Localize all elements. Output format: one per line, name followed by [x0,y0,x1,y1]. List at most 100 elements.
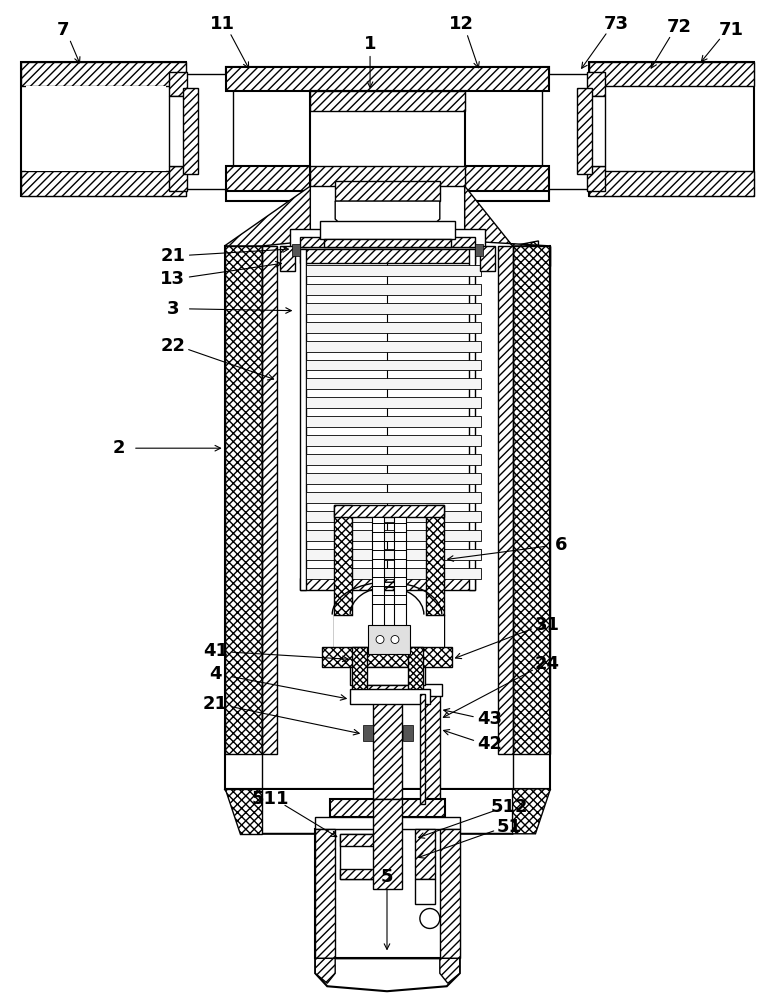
Bar [372,517,384,627]
Bar [169,72,187,96]
Text: 31: 31 [535,616,560,634]
Bar [186,82,225,181]
Bar [307,397,481,408]
Polygon shape [512,246,550,266]
Bar [373,697,402,799]
Bar [422,694,440,804]
Bar [587,166,605,191]
Polygon shape [440,958,460,983]
Text: 4: 4 [210,665,222,683]
Bar [307,265,481,276]
Bar [469,249,474,590]
Text: 3: 3 [166,300,179,318]
Bar [420,684,442,696]
Bar [307,454,481,465]
Text: 22: 22 [160,337,185,355]
Bar [587,96,605,166]
Text: 73: 73 [604,15,628,33]
Bar [307,378,481,389]
Polygon shape [224,789,550,834]
Bar [307,511,481,522]
Bar [512,246,550,754]
Bar [225,67,550,91]
Bar [350,667,425,685]
Bar [307,360,481,370]
Bar [183,74,232,189]
Bar [307,416,481,427]
Bar [334,505,352,649]
Bar [300,578,474,590]
Bar [322,647,452,667]
Bar [334,615,444,649]
Bar [426,615,444,654]
Bar [225,166,550,191]
Bar [394,517,406,627]
Polygon shape [224,789,262,834]
Bar [330,799,445,817]
Bar [403,725,413,741]
Bar [22,171,186,196]
Bar [350,689,430,704]
Bar [300,249,307,590]
Bar [315,829,335,958]
Bar [415,879,435,904]
Bar [340,834,390,846]
Bar [225,67,550,201]
Polygon shape [315,958,460,991]
Bar [169,166,187,191]
Text: 6: 6 [555,536,567,554]
Bar [355,685,420,697]
Bar [334,615,352,654]
Bar [307,284,481,295]
Bar [415,829,435,879]
Text: 2: 2 [113,439,125,457]
Bar [320,221,455,239]
Bar [589,62,754,86]
Bar [290,229,485,247]
Bar [293,244,300,256]
Bar [315,829,460,958]
Text: 72: 72 [666,18,691,36]
Text: 5: 5 [381,868,393,886]
Bar [324,239,450,247]
Circle shape [420,909,440,928]
Bar [307,303,481,314]
Bar [426,505,444,649]
Polygon shape [315,958,335,983]
Polygon shape [224,246,262,266]
Bar [474,244,483,256]
Bar [307,322,481,333]
Bar [589,171,754,196]
Bar [310,166,464,186]
Bar [26,86,166,171]
Text: 43: 43 [477,710,502,728]
Text: 71: 71 [718,21,743,39]
Bar [262,246,277,754]
Text: 24: 24 [535,655,560,673]
Bar [340,834,390,879]
Bar [480,246,495,271]
Bar [440,829,460,958]
Bar [224,246,262,754]
Bar [408,647,423,697]
Bar [169,96,187,166]
Polygon shape [512,241,539,266]
Bar [300,237,474,247]
Text: 11: 11 [210,15,235,33]
Bar [498,246,512,754]
Bar [22,62,186,196]
Circle shape [391,636,399,643]
Bar [310,91,464,231]
Polygon shape [335,201,440,234]
Text: 21: 21 [160,247,185,265]
Text: 511: 511 [252,790,289,808]
Polygon shape [512,789,550,834]
Bar [307,568,481,579]
Text: 42: 42 [477,735,502,753]
Polygon shape [224,186,310,246]
Bar [280,246,296,271]
Bar [420,694,425,804]
Bar [310,91,464,111]
Text: 41: 41 [203,642,228,660]
Bar [307,492,481,503]
